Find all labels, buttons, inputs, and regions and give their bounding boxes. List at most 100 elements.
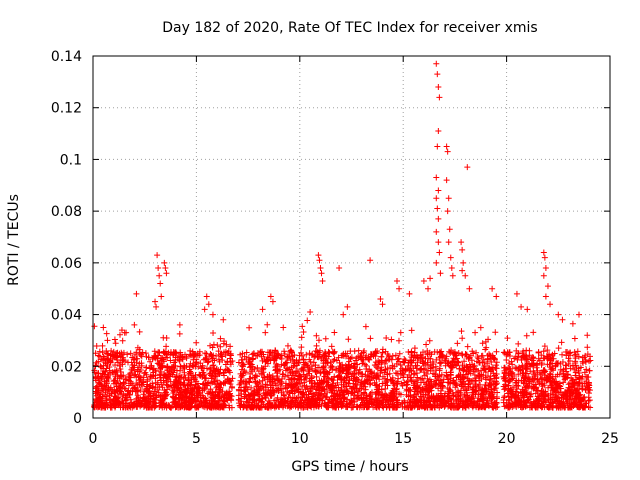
data-point	[333, 404, 340, 411]
data-point	[365, 376, 372, 383]
data-point	[344, 396, 351, 403]
data-point	[569, 320, 576, 327]
data-point	[141, 370, 148, 377]
data-point	[377, 370, 384, 377]
data-point	[382, 385, 389, 392]
data-point	[386, 370, 393, 377]
data-point	[389, 353, 396, 360]
data-point	[226, 404, 233, 411]
data-point	[112, 361, 119, 368]
data-point	[340, 311, 347, 318]
data-point	[355, 347, 362, 354]
data-point	[133, 374, 140, 381]
data-point	[469, 389, 476, 396]
data-point	[322, 370, 329, 377]
data-point	[198, 399, 205, 406]
data-point	[138, 362, 145, 369]
data-point	[392, 369, 399, 376]
data-point	[476, 359, 483, 366]
data-point	[154, 252, 161, 259]
data-point	[583, 366, 590, 373]
data-point	[215, 348, 222, 355]
data-point	[217, 343, 224, 350]
data-point	[376, 376, 383, 383]
data-point	[127, 403, 134, 410]
data-point	[414, 354, 421, 361]
data-point	[273, 360, 280, 367]
data-point	[249, 374, 256, 381]
data-point	[360, 349, 367, 356]
data-point	[565, 384, 572, 391]
data-point	[275, 351, 282, 358]
data-point	[118, 327, 125, 334]
data-point	[455, 350, 462, 357]
data-point	[227, 359, 234, 366]
data-point	[289, 383, 296, 390]
data-point	[106, 363, 113, 370]
data-point	[470, 363, 477, 370]
data-point	[115, 359, 122, 366]
data-point	[541, 343, 548, 350]
data-point	[299, 383, 306, 390]
data-point	[256, 404, 263, 411]
data-point	[494, 389, 501, 396]
data-point	[183, 393, 190, 400]
data-point	[296, 356, 303, 363]
data-point	[100, 324, 107, 331]
data-point	[313, 348, 320, 355]
data-point	[107, 396, 114, 403]
data-point	[482, 346, 489, 353]
data-point	[159, 404, 166, 411]
data-point	[490, 354, 497, 361]
data-point	[428, 394, 435, 401]
data-point	[343, 365, 350, 372]
data-point	[562, 348, 569, 355]
data-point	[542, 265, 549, 272]
data-point	[96, 348, 103, 355]
data-point	[227, 355, 233, 362]
data-point	[167, 365, 174, 372]
data-point	[137, 352, 144, 359]
data-point	[187, 352, 194, 359]
data-point	[238, 356, 245, 363]
data-point	[109, 387, 116, 394]
data-point	[389, 378, 396, 385]
data-point	[532, 373, 539, 380]
data-point	[195, 363, 202, 370]
data-point	[124, 351, 131, 358]
data-point	[518, 354, 525, 361]
data-point	[163, 270, 170, 277]
data-point	[431, 395, 438, 402]
data-point	[544, 404, 551, 411]
data-point	[345, 336, 352, 343]
data-point	[560, 379, 567, 386]
data-point	[140, 374, 147, 381]
data-point	[328, 343, 335, 350]
data-point	[544, 353, 551, 360]
data-point	[235, 359, 242, 366]
data-point	[481, 358, 488, 365]
data-point	[340, 395, 347, 402]
data-point	[156, 404, 163, 411]
data-point	[568, 382, 575, 389]
data-point	[564, 395, 571, 402]
data-point	[504, 335, 511, 342]
data-point	[284, 354, 291, 361]
data-point	[566, 402, 573, 409]
data-point	[428, 351, 435, 358]
data-point	[300, 391, 307, 398]
data-point	[380, 404, 387, 411]
data-point	[379, 301, 386, 308]
data-point	[396, 285, 403, 292]
data-point	[156, 383, 163, 390]
data-point	[100, 353, 107, 360]
data-point	[100, 387, 107, 394]
data-point	[260, 374, 267, 381]
data-point	[421, 366, 428, 373]
data-point	[449, 358, 456, 365]
data-point	[401, 399, 408, 406]
data-point	[456, 365, 463, 372]
data-point	[362, 323, 369, 330]
data-point	[264, 381, 271, 388]
data-point	[530, 355, 537, 362]
